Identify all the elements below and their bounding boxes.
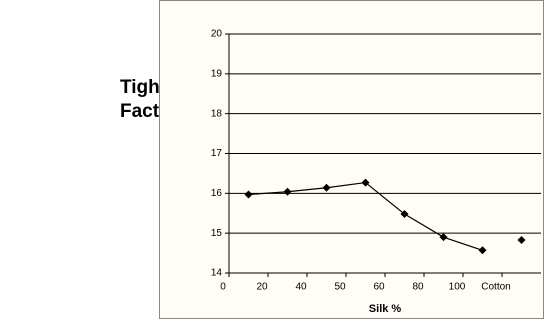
marker xyxy=(322,183,331,192)
x-tick-label: Cotton xyxy=(481,282,510,293)
x-tick-label: 100 xyxy=(449,282,466,293)
x-tick-label: 20 xyxy=(256,282,268,293)
marker xyxy=(244,190,253,199)
marker xyxy=(439,233,448,242)
chart-frame xyxy=(159,0,544,319)
x-tick-label: 40 xyxy=(295,282,307,293)
x-tick-label: 80 xyxy=(412,282,424,293)
y-tick-label: 15 xyxy=(211,228,223,239)
x-tick-label: 0 xyxy=(220,282,226,293)
marker xyxy=(400,210,409,219)
y-tick-label: 18 xyxy=(211,108,223,119)
x-tick-label: 60 xyxy=(373,282,385,293)
marker xyxy=(478,246,487,255)
y-tick-label: 19 xyxy=(211,68,223,79)
y-tick-label: 16 xyxy=(211,188,223,199)
y-tick-label: 17 xyxy=(211,148,223,159)
marker xyxy=(361,178,370,187)
y-tick-label: 20 xyxy=(211,29,223,40)
y-tick-label: 14 xyxy=(211,268,223,279)
marker xyxy=(517,235,526,244)
x-tick-label: 50 xyxy=(334,282,346,293)
x-axis-title: Silk % xyxy=(369,303,402,315)
marker xyxy=(283,187,292,196)
